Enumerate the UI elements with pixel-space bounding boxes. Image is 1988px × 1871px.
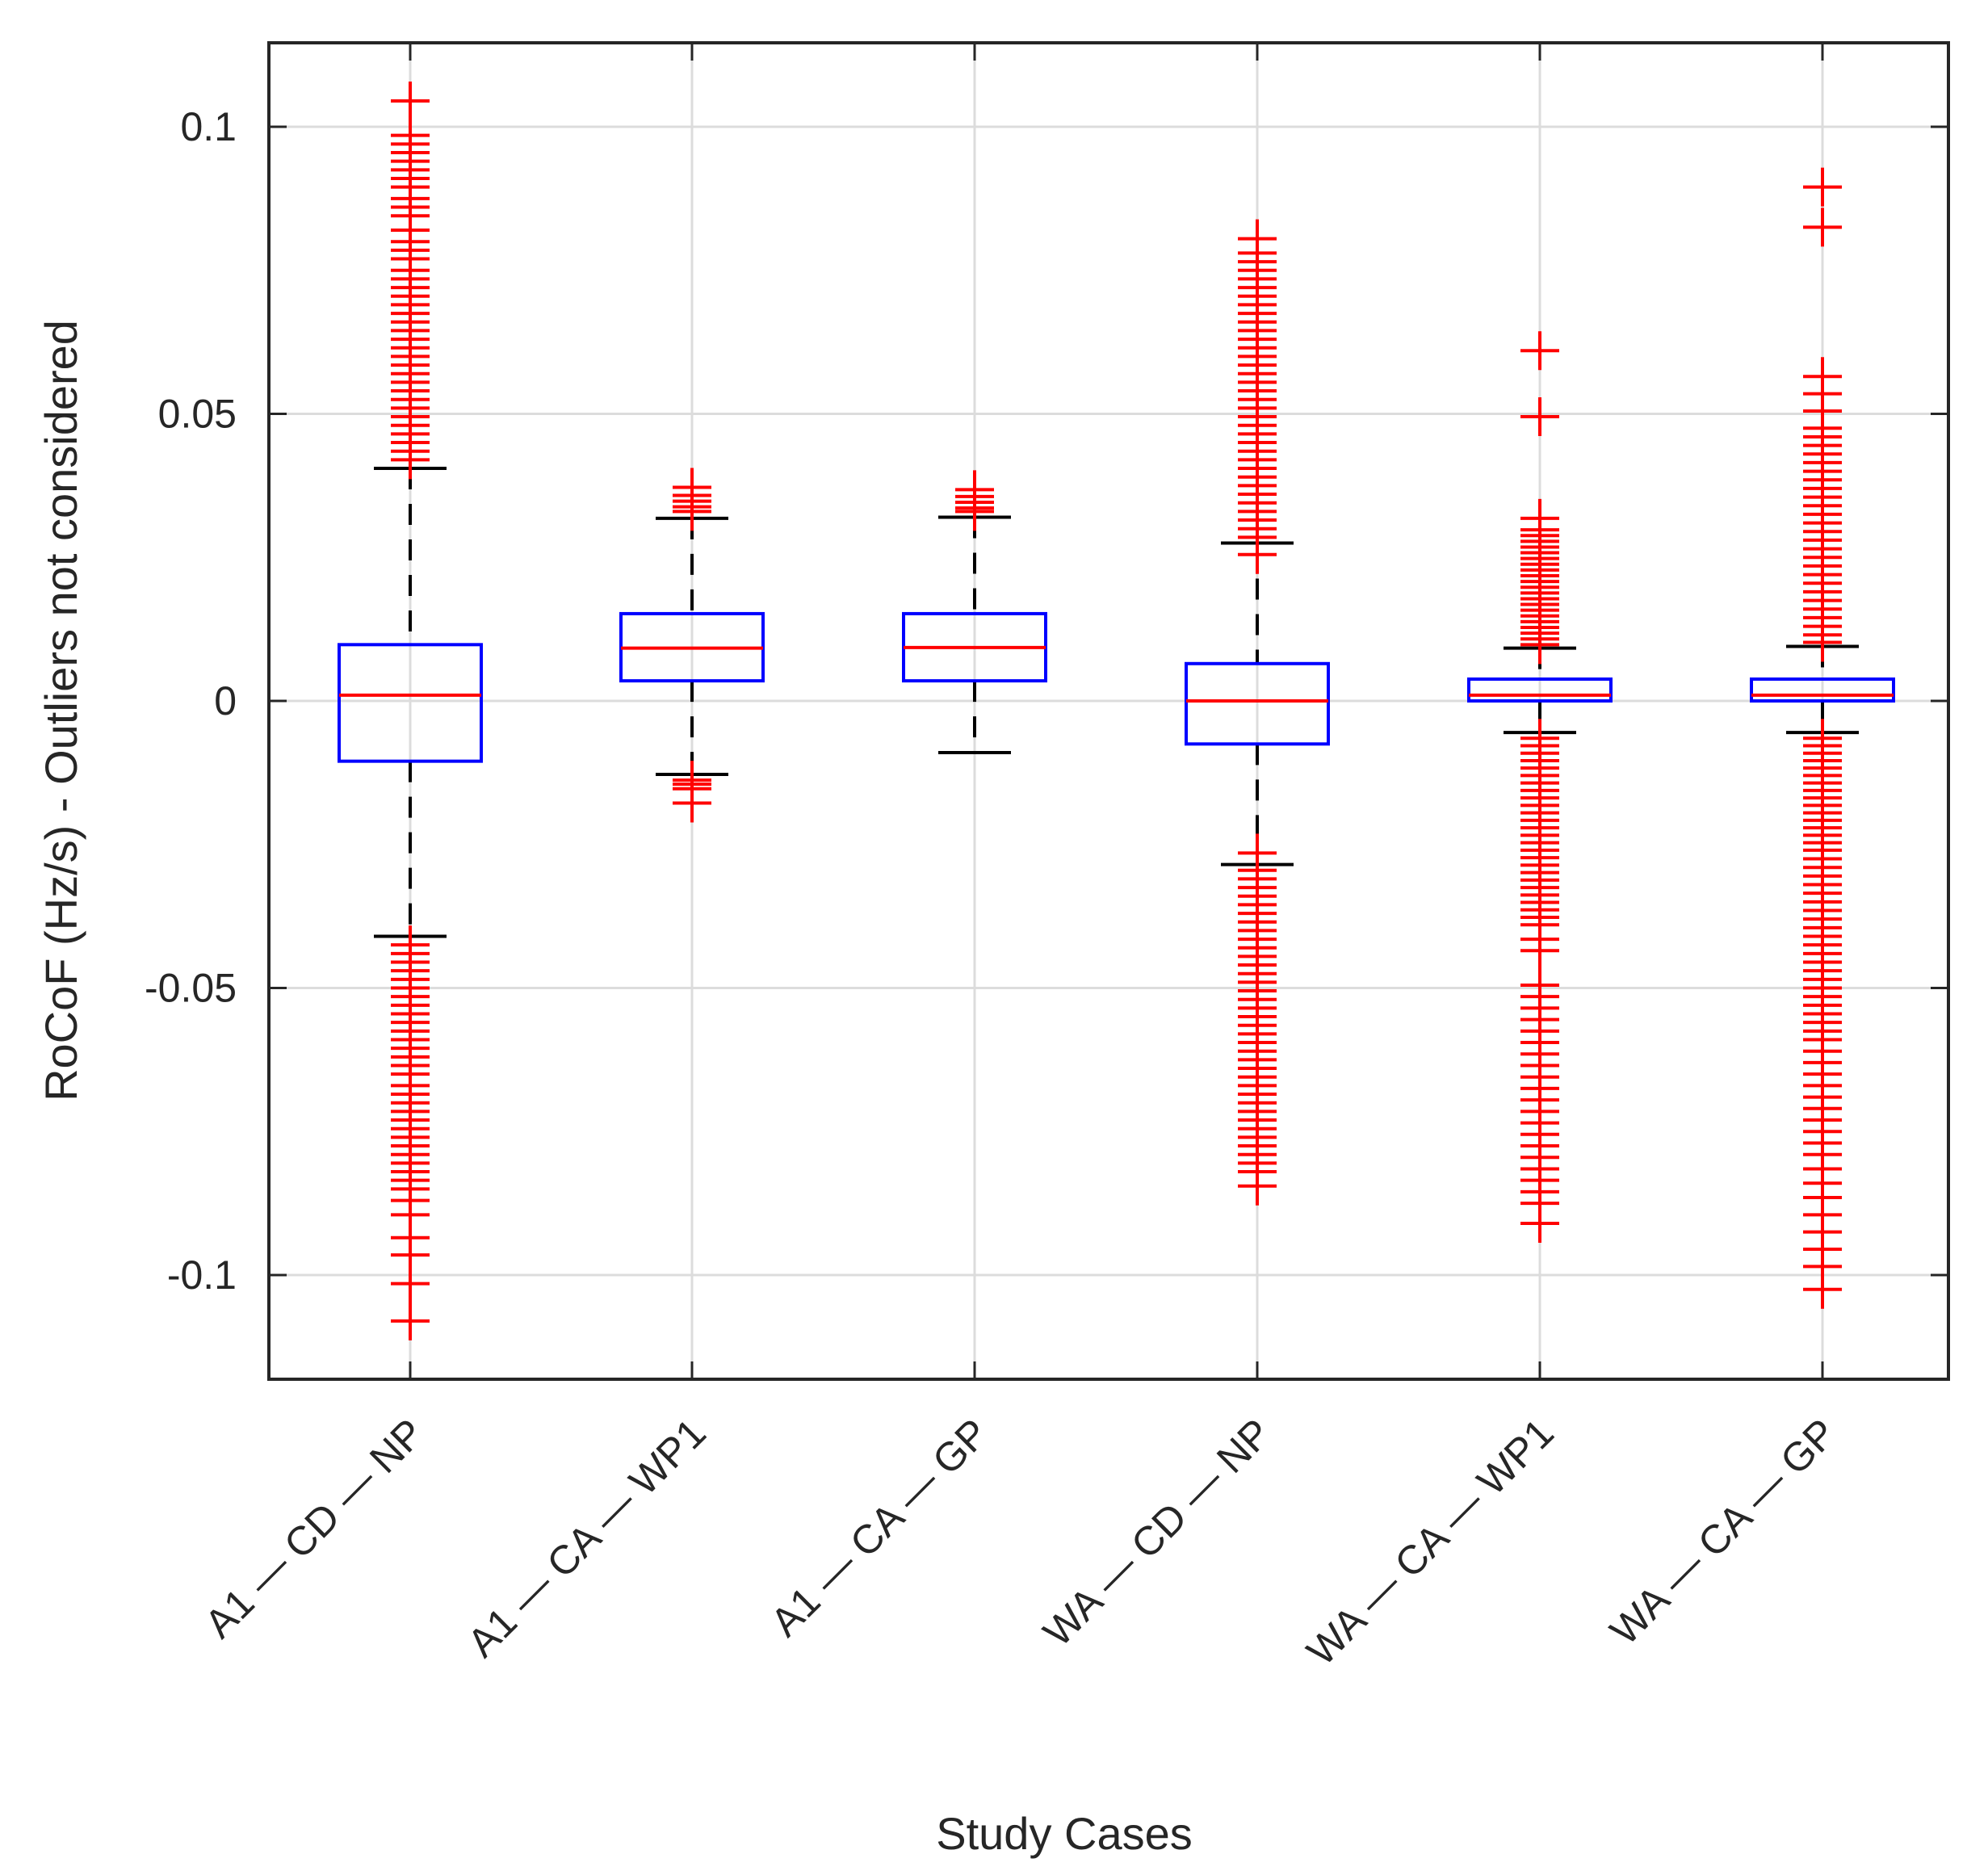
outlier-marker bbox=[391, 440, 430, 480]
box-group bbox=[1185, 219, 1330, 1206]
iqr-box bbox=[1750, 677, 1895, 703]
iqr-box bbox=[338, 643, 483, 763]
outlier-marker bbox=[391, 1301, 430, 1340]
outlier-marker bbox=[1238, 1166, 1277, 1206]
y-axis-title: RoCoF (Hz/s) - Outliers not considered bbox=[36, 320, 86, 1101]
outlier-marker bbox=[1520, 931, 1559, 971]
outlier-marker bbox=[1520, 397, 1559, 437]
outlier-marker bbox=[391, 1264, 430, 1303]
outlier-marker bbox=[1238, 535, 1277, 574]
outlier-marker bbox=[1520, 1204, 1559, 1244]
outlier-marker bbox=[1520, 331, 1559, 371]
iqr-box bbox=[1467, 677, 1613, 703]
outlier-marker bbox=[1803, 167, 1842, 207]
y-tick-label: -0.1 bbox=[167, 1252, 237, 1298]
box-group bbox=[619, 468, 765, 823]
y-tick-label: -0.05 bbox=[145, 966, 237, 1011]
outlier-marker bbox=[1803, 1269, 1842, 1309]
plot-frame bbox=[267, 41, 1950, 1381]
outlier-marker bbox=[673, 783, 711, 823]
outlier-marker bbox=[1803, 208, 1842, 247]
outlier-marker bbox=[673, 492, 711, 531]
y-tick-label: 0 bbox=[214, 678, 237, 724]
outlier-marker bbox=[1803, 623, 1842, 662]
box-group bbox=[902, 470, 1047, 754]
axis-ticks bbox=[269, 43, 1948, 1379]
y-tick-label: 0.1 bbox=[180, 104, 237, 149]
x-axis-title: Study Cases bbox=[936, 1808, 1193, 1859]
iqr-box bbox=[1185, 661, 1330, 746]
outlier-marker bbox=[955, 492, 994, 531]
data-layer bbox=[338, 82, 1895, 1340]
box-group bbox=[1750, 167, 1895, 1309]
box-group bbox=[338, 82, 483, 1340]
y-tick-label: 0.05 bbox=[158, 392, 237, 437]
outlier-marker bbox=[391, 82, 430, 121]
outlier-marker bbox=[1520, 625, 1559, 665]
box-group bbox=[1467, 331, 1613, 1244]
